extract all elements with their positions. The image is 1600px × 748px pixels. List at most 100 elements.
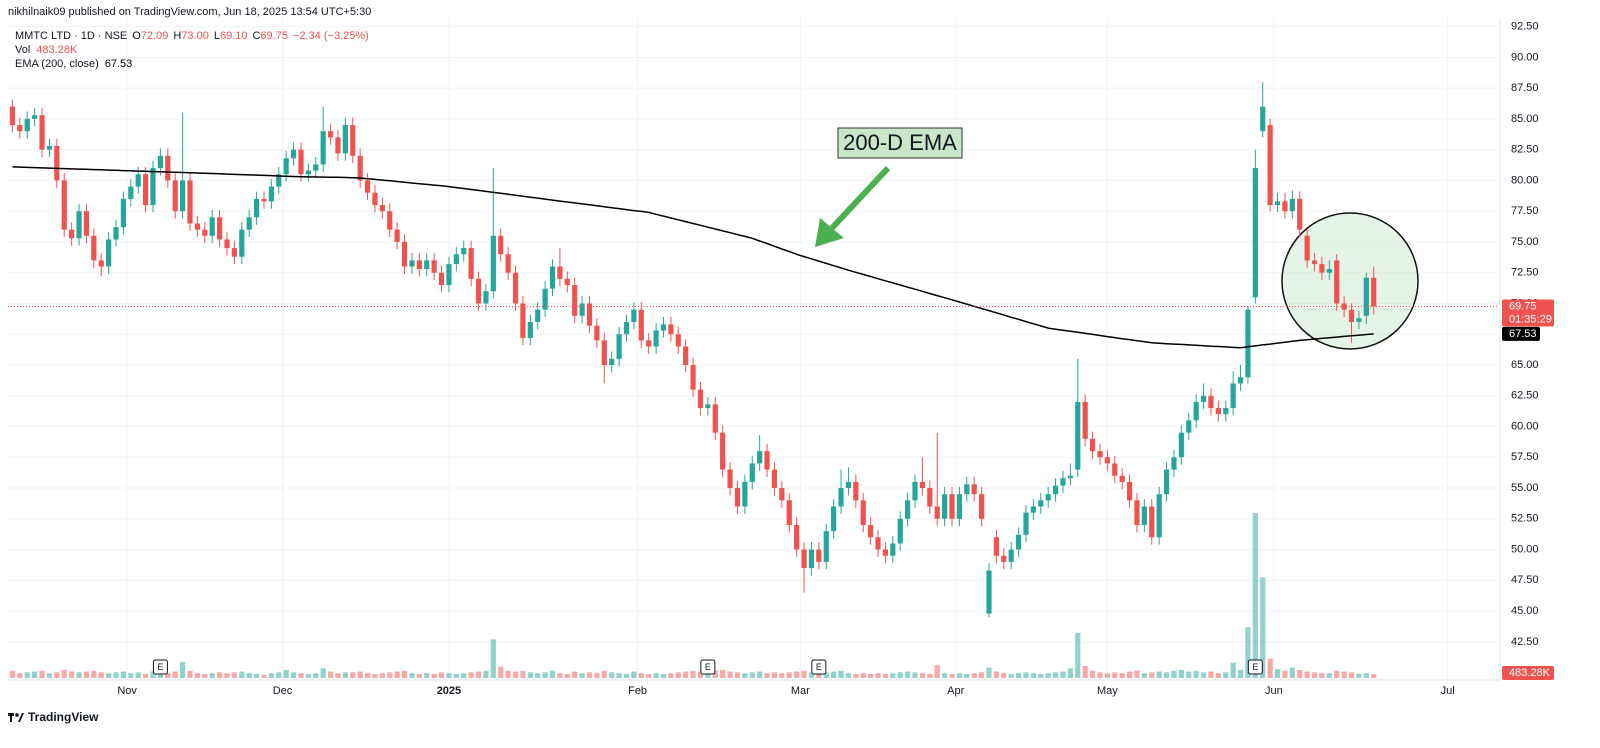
- volume-bar: [179, 661, 186, 678]
- candle-body: [1008, 549, 1014, 562]
- volume-bar: [431, 673, 437, 678]
- volume-bar: [253, 673, 260, 678]
- candle-body: [808, 549, 815, 569]
- candle-body: [764, 451, 770, 470]
- volume-bar: [342, 672, 348, 678]
- candle-body: [683, 346, 689, 365]
- volume-bar: [1112, 672, 1118, 678]
- candle-body: [239, 229, 245, 257]
- volume-bar: [505, 670, 511, 678]
- volume-bar: [934, 665, 940, 678]
- volume-bar: [1001, 673, 1007, 678]
- volume-bar: [601, 670, 607, 678]
- candle-body: [216, 217, 223, 240]
- candle-body: [564, 278, 570, 286]
- candle-body: [1178, 432, 1184, 458]
- candle-body: [120, 198, 127, 228]
- candle-body: [98, 260, 104, 267]
- candle-body: [261, 198, 267, 202]
- candle-body: [401, 241, 408, 267]
- volume-bar: [335, 673, 341, 678]
- candle-body: [1237, 377, 1244, 384]
- volume-bar: [1341, 671, 1347, 678]
- volume-bar: [320, 668, 326, 678]
- annotation-text: 200-D EMA: [843, 130, 957, 155]
- volume-bar: [453, 673, 459, 678]
- candle-body: [224, 239, 230, 249]
- volume-bar: [120, 671, 127, 678]
- x-tick-label: Mar: [791, 685, 810, 697]
- volume-bar: [1223, 672, 1229, 678]
- volume-bar: [986, 667, 992, 678]
- earnings-label: E: [816, 662, 822, 672]
- candle-body: [1260, 106, 1266, 132]
- volume-bar: [461, 673, 467, 678]
- candle-body: [1297, 198, 1303, 230]
- candle-body: [113, 227, 119, 240]
- candle-body: [823, 531, 829, 562]
- candle-body: [438, 272, 445, 286]
- volume-bar: [83, 671, 90, 678]
- volume-bar: [231, 672, 237, 678]
- candle-body: [816, 549, 822, 562]
- volume-bar: [1252, 513, 1258, 678]
- volume-bar: [831, 671, 837, 678]
- legend-value: 69.10: [220, 30, 248, 42]
- candle-body: [860, 500, 866, 525]
- candle-body: [179, 180, 186, 212]
- volume-bar: [1038, 673, 1044, 678]
- candle-body: [209, 217, 215, 236]
- candle-body: [1089, 438, 1096, 452]
- candle-body: [372, 192, 378, 206]
- volume-bar: [1297, 669, 1303, 678]
- volume-bar: [490, 639, 496, 678]
- volume-bar: [927, 673, 933, 678]
- x-tick-label: Dec: [273, 685, 293, 697]
- candle-body: [712, 404, 718, 433]
- volume-bar: [549, 670, 556, 678]
- candle-body: [106, 239, 112, 267]
- candle-body: [128, 186, 134, 199]
- y-tick-label: 60.00: [1511, 420, 1539, 432]
- legend-vol-value: 483.28K: [36, 44, 78, 56]
- volume-bar: [1075, 632, 1081, 678]
- candle-body: [905, 500, 911, 519]
- candle-body: [1060, 478, 1066, 486]
- candle-body: [1163, 469, 1170, 495]
- volume-bar: [327, 671, 334, 678]
- candle-body: [949, 494, 955, 519]
- candle-body: [697, 389, 704, 409]
- candle-body: [890, 543, 896, 556]
- candle-body: [475, 278, 482, 304]
- candle-body: [46, 145, 53, 150]
- volume-bar: [979, 672, 985, 678]
- candle-body: [416, 260, 422, 270]
- candle-body: [342, 125, 348, 154]
- candle-body: [313, 164, 319, 171]
- candle-body: [446, 264, 452, 286]
- volume-bar: [660, 673, 667, 678]
- candle-body: [1186, 420, 1192, 433]
- candle-body: [32, 115, 38, 119]
- y-tick-label: 42.50: [1511, 636, 1539, 648]
- volume-bar: [54, 672, 60, 678]
- candle-body: [660, 324, 667, 331]
- x-tick-label: Apr: [947, 685, 964, 697]
- y-tick-label: 87.50: [1511, 82, 1539, 94]
- candle-body: [1267, 125, 1273, 206]
- volume-bar: [1052, 672, 1059, 678]
- annotation-arrow-head: [815, 218, 844, 247]
- candle-body: [1045, 494, 1051, 501]
- y-tick-label: 65.00: [1511, 359, 1539, 371]
- volume-bar: [512, 671, 519, 678]
- volume-bar: [1311, 672, 1318, 678]
- candle-body: [505, 254, 511, 273]
- volume-bar: [91, 670, 97, 678]
- volume-bar: [527, 672, 533, 678]
- candle-body: [579, 303, 585, 316]
- volume-bar: [1023, 672, 1029, 678]
- candle-body: [253, 198, 260, 218]
- earnings-label: E: [705, 662, 711, 672]
- volume-bar: [742, 673, 748, 678]
